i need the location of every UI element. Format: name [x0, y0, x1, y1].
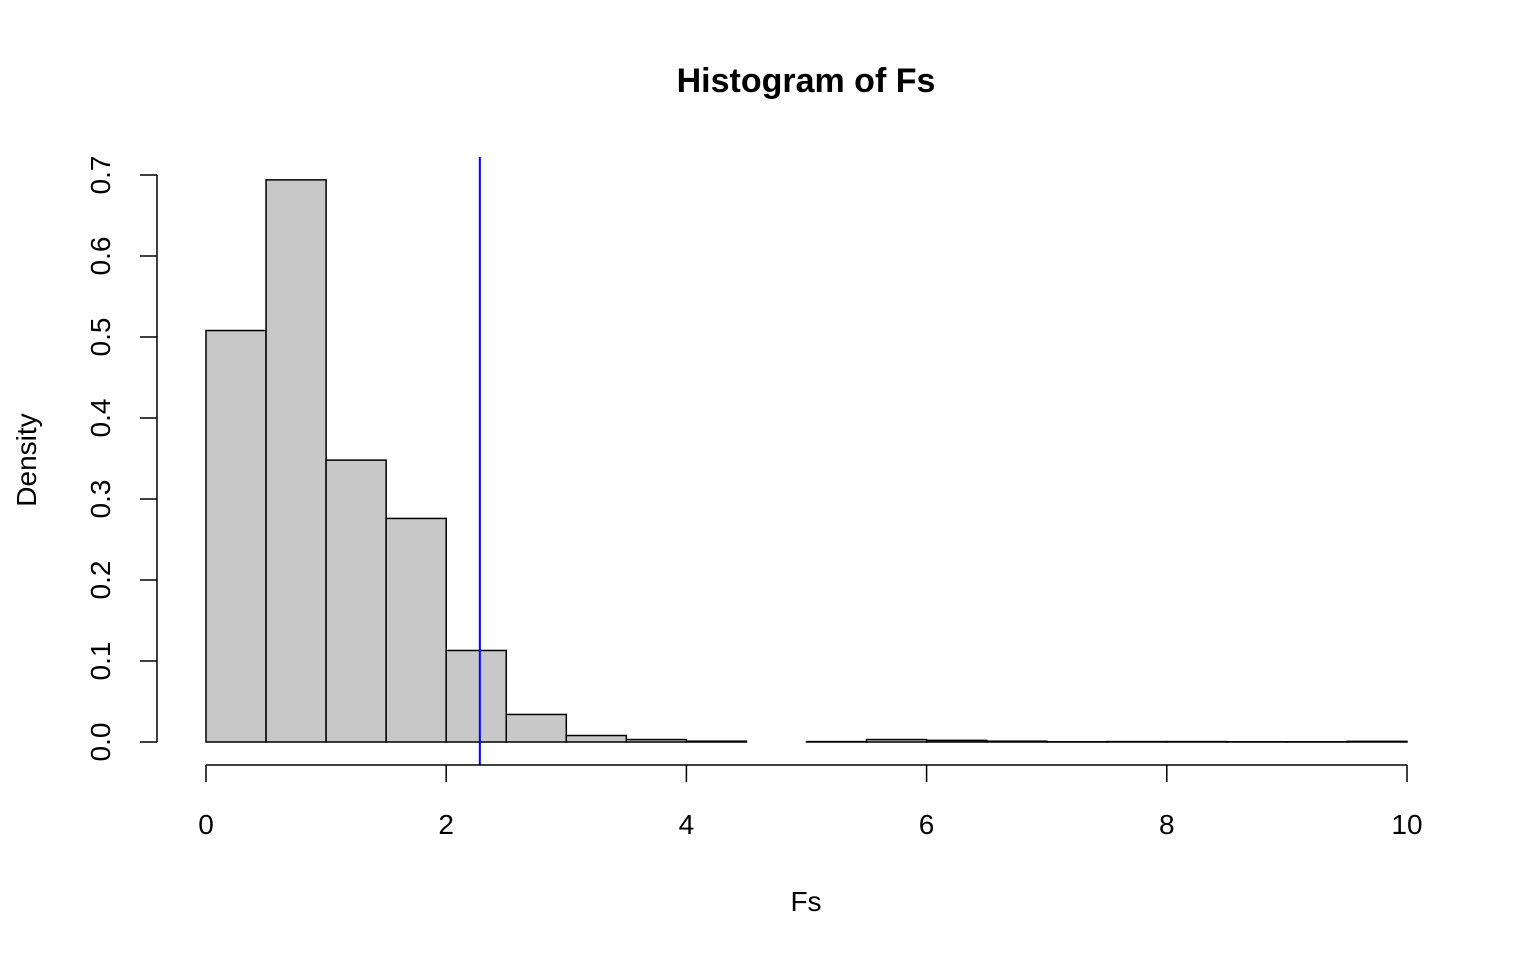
x-tick-label-4: 8: [1159, 809, 1175, 840]
bars-group: [205, 179, 1408, 743]
histogram-bar-11: [865, 738, 928, 743]
histogram-bar-6: [565, 734, 628, 743]
x-axis: 0 2 4 6 8 10: [198, 764, 1423, 840]
y-tick-label-1: 0.1: [85, 642, 116, 681]
y-tick-label-5: 0.5: [85, 318, 116, 357]
x-tick-label-3: 6: [919, 809, 935, 840]
x-tick-label-0: 0: [198, 809, 214, 840]
y-tick-label-7: 0.7: [85, 156, 116, 195]
histogram-bar-13: [985, 740, 1048, 743]
x-tick-label-5: 10: [1391, 809, 1422, 840]
histogram-bar-5: [505, 713, 568, 743]
x-axis-title: Fs: [790, 886, 821, 917]
y-tick-label-3: 0.3: [85, 480, 116, 519]
histogram-bar-2: [325, 459, 387, 743]
histogram-bar-7: [625, 738, 688, 743]
histogram-bar-12: [925, 739, 988, 743]
histogram-bar-19: [1346, 740, 1408, 743]
y-axis-title: Density: [11, 413, 42, 506]
histogram-bar-3: [385, 517, 447, 743]
y-tick-label-2: 0.2: [85, 561, 116, 600]
y-tick-label-0: 0.0: [85, 723, 116, 762]
histogram-bar-0: [205, 329, 267, 743]
histogram-bar-1: [265, 179, 327, 743]
histogram-bar-8: [685, 740, 748, 743]
y-axis: 0.0 0.1 0.2 0.3 0.4 0.5 0.6 0.7: [85, 156, 158, 762]
y-tick-label-4: 0.4: [85, 399, 116, 438]
y-tick-label-6: 0.6: [85, 237, 116, 276]
x-tick-label-2: 4: [679, 809, 695, 840]
chart-title: Histogram of Fs: [677, 62, 936, 100]
x-tick-label-1: 2: [438, 809, 454, 840]
histogram-bar-4: [445, 649, 508, 743]
